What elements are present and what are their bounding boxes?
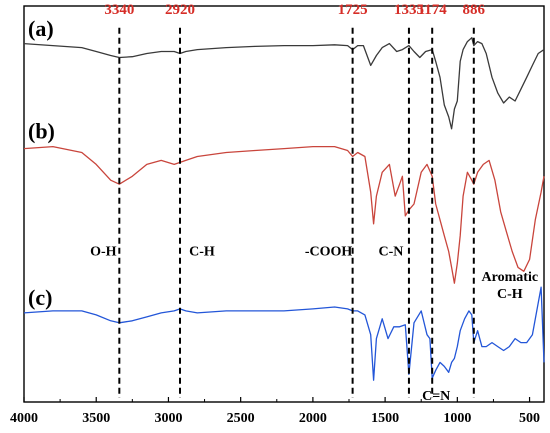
peak-label: 1174 [418,2,448,18]
series-layer [23,37,545,381]
x-tick-label: 2500 [227,411,255,426]
x-tick-label: 4000 [10,411,38,426]
assignment-label: Aromatic C-H [482,270,539,302]
plot-frame [23,5,545,403]
panel-label: (a) [28,16,54,41]
peak-label: 886 [463,2,486,18]
assignment-label: C-H [189,244,215,259]
peak-label: 1335 [394,2,424,18]
panel-label: (c) [28,285,52,310]
assignment-label: C=N [422,389,450,404]
series-line-0 [23,37,545,130]
x-tick-label: 2000 [299,411,327,426]
peak-label: 1725 [338,2,368,18]
x-axis: 4000 3500 3000 2500 2000 1500 1000 500 [10,397,540,426]
assignment-label: O-H [90,244,117,259]
peak-label: 3340 [104,2,134,18]
panel-label: (b) [28,119,55,144]
x-tick-label: 500 [519,411,540,426]
annotation-layer: (a) (b) (c) O-H C-H -COOH C-N C=N Aromatic C-H [28,16,538,404]
peak-label: 2920 [165,2,195,18]
assignment-label: C-N [378,244,403,259]
series-line-1 [23,145,545,284]
x-tick-label: 3000 [154,411,182,426]
series-line-2 [23,286,545,381]
x-tick-label: 1000 [443,411,471,426]
x-tick-label: 1500 [371,411,399,426]
assignment-label: -COOH [305,244,353,259]
x-tick-label: 3500 [82,411,110,426]
